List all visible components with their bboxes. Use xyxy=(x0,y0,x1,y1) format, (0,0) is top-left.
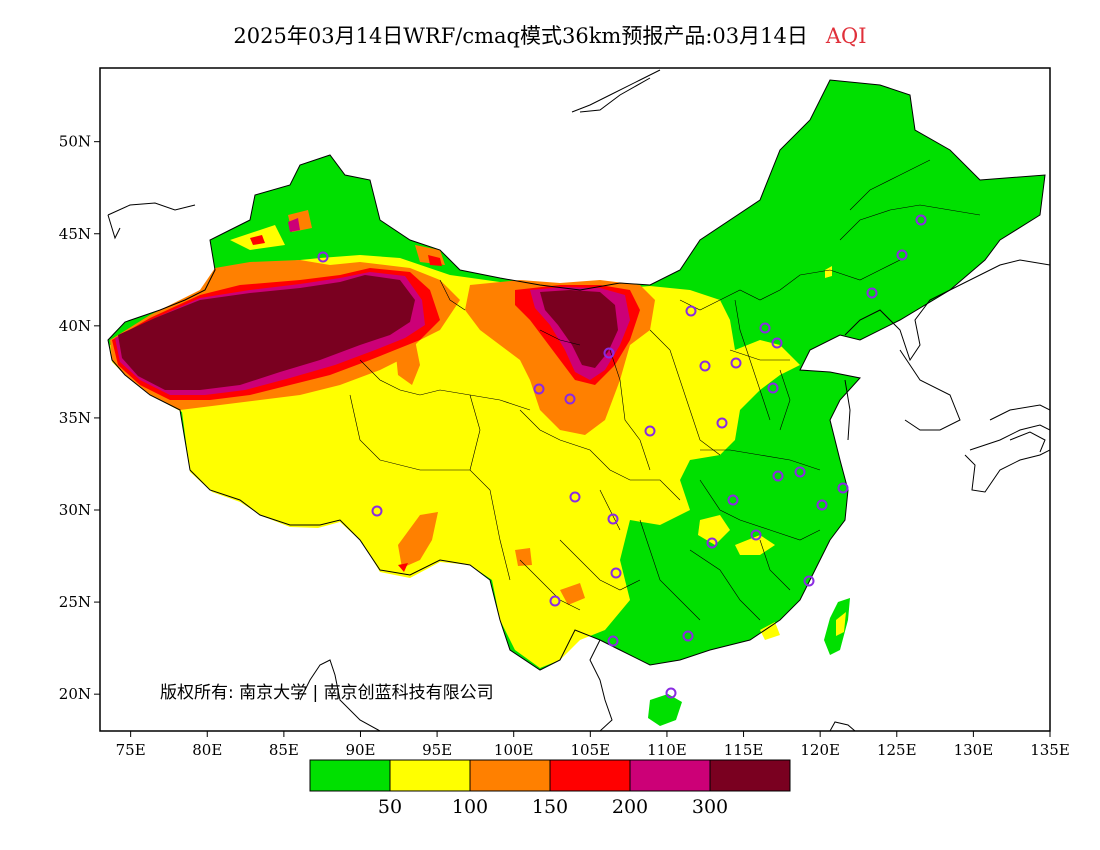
x-tick-label: 80E xyxy=(192,741,222,759)
color-legend: 50 100 150 200 300 xyxy=(309,759,791,818)
legend-swatch xyxy=(309,759,391,792)
city-marker-harbin xyxy=(915,214,927,226)
city-marker-urumqi xyxy=(317,251,329,263)
x-tick-label: 135E xyxy=(1030,741,1070,759)
yellow-patch-south-3 xyxy=(760,622,780,640)
orange-patch-sichuan xyxy=(515,548,532,566)
city-marker-nanning xyxy=(607,635,619,647)
city-marker-yinchuan xyxy=(603,347,615,359)
province-boundaries xyxy=(107,79,1046,671)
city-marker-xining xyxy=(533,383,545,395)
city-marker-chongqing xyxy=(607,513,619,525)
legend-swatch xyxy=(549,759,631,792)
legend-label: 100 xyxy=(452,796,488,818)
city-marker-beijing xyxy=(759,322,771,334)
coastlines xyxy=(107,69,1050,731)
city-marker-shijiazhuang xyxy=(730,357,742,369)
x-tick-label: 120E xyxy=(800,741,840,759)
legend-swatch xyxy=(629,759,711,792)
orange-patch-qinghai xyxy=(395,340,420,385)
x-tick-label: 115E xyxy=(724,741,764,759)
legend-swatch xyxy=(469,759,551,792)
title-text: 2025年03月14日WRF/cmaq模式36km预报产品:03月14日 xyxy=(233,24,808,48)
y-tick-label: 50N xyxy=(59,133,91,151)
y-tick-label: 25N xyxy=(59,593,91,611)
city-marker-guangzhou xyxy=(682,630,694,642)
x-tick-label: 100E xyxy=(494,741,534,759)
city-marker-xian xyxy=(644,425,656,437)
city-marker-changchun xyxy=(896,249,908,261)
red-patch-zhungaria xyxy=(250,235,265,245)
city-marker-jinan xyxy=(767,382,779,394)
x-tick-label: 90E xyxy=(345,741,375,759)
legend-label: 50 xyxy=(378,796,402,818)
city-marker-hefei xyxy=(772,470,784,482)
city-marker-hohhot xyxy=(685,305,697,317)
legend-swatch xyxy=(709,759,791,792)
city-marker-nanchang xyxy=(750,529,762,541)
legend-swatch xyxy=(389,759,471,792)
city-marker-haikou xyxy=(665,687,677,699)
city-marker-taiyuan xyxy=(699,360,711,372)
city-marker-shanghai xyxy=(837,482,849,494)
x-tick-label: 105E xyxy=(571,741,611,759)
map-frame xyxy=(99,67,1051,732)
city-marker-zhengzhou xyxy=(716,417,728,429)
orange-patch-yunnan xyxy=(560,583,585,605)
city-marker-chengdu xyxy=(569,491,581,503)
y-tick-label: 45N xyxy=(59,225,91,243)
yellow-patch-south-1 xyxy=(698,515,730,545)
city-marker-guiyang xyxy=(610,567,622,579)
city-marker-kunming xyxy=(549,595,561,607)
legend-label: 300 xyxy=(692,796,728,818)
taiwan-yellow-patch xyxy=(836,612,846,636)
x-tick-label: 110E xyxy=(647,741,687,759)
legend-label: 200 xyxy=(612,796,648,818)
red-patch-tibet xyxy=(398,563,408,572)
yellow-patch-south-2 xyxy=(735,535,775,555)
map-area xyxy=(108,80,1045,726)
city-markers xyxy=(317,214,927,699)
city-marker-tianjin xyxy=(771,337,783,349)
x-tick-label: 75E xyxy=(116,741,146,759)
city-marker-hangzhou xyxy=(816,499,828,511)
city-marker-nanjing xyxy=(794,466,806,478)
city-marker-changsha xyxy=(706,537,718,549)
yellow-patch-north-1 xyxy=(825,266,832,278)
city-marker-lanzhou xyxy=(564,393,576,405)
orange-patch-tibet xyxy=(398,512,438,568)
copyright-text: 版权所有: 南京大学 | 南京创蓝科技有限公司 xyxy=(160,683,494,703)
x-tick-label: 130E xyxy=(954,741,994,759)
city-marker-wuhan xyxy=(727,494,739,506)
city-marker-fuzhou xyxy=(803,575,815,587)
maroon-aqi-region-ningxia xyxy=(540,290,618,368)
x-axis: 75E 80E 85E 90E 95E 100E 105E 110E 115E 120E 125E 1… xyxy=(116,731,1070,759)
magenta-patch-zhungaria xyxy=(288,218,300,232)
x-tick-label: 125E xyxy=(877,741,917,759)
x-tick-label: 85E xyxy=(269,741,299,759)
maroon-aqi-region-tarim xyxy=(118,275,415,390)
red-patch-zhungaria-2 xyxy=(428,255,442,266)
y-tick-label: 40N xyxy=(59,317,91,335)
map-title: 2025年03月14日WRF/cmaq模式36km预报产品:03月14日 AQI xyxy=(0,20,1100,50)
legend-label: 150 xyxy=(532,796,568,818)
y-tick-label: 35N xyxy=(59,409,91,427)
y-axis: 50N 45N 40N 35N 30N 25N 20N xyxy=(59,133,100,703)
y-tick-label: 20N xyxy=(59,685,91,703)
title-variable: AQI xyxy=(825,24,867,48)
city-marker-lhasa xyxy=(371,505,383,517)
hainan-island xyxy=(648,694,682,726)
y-tick-label: 30N xyxy=(59,501,91,519)
city-marker-shenyang xyxy=(866,287,878,299)
x-tick-label: 95E xyxy=(422,741,452,759)
